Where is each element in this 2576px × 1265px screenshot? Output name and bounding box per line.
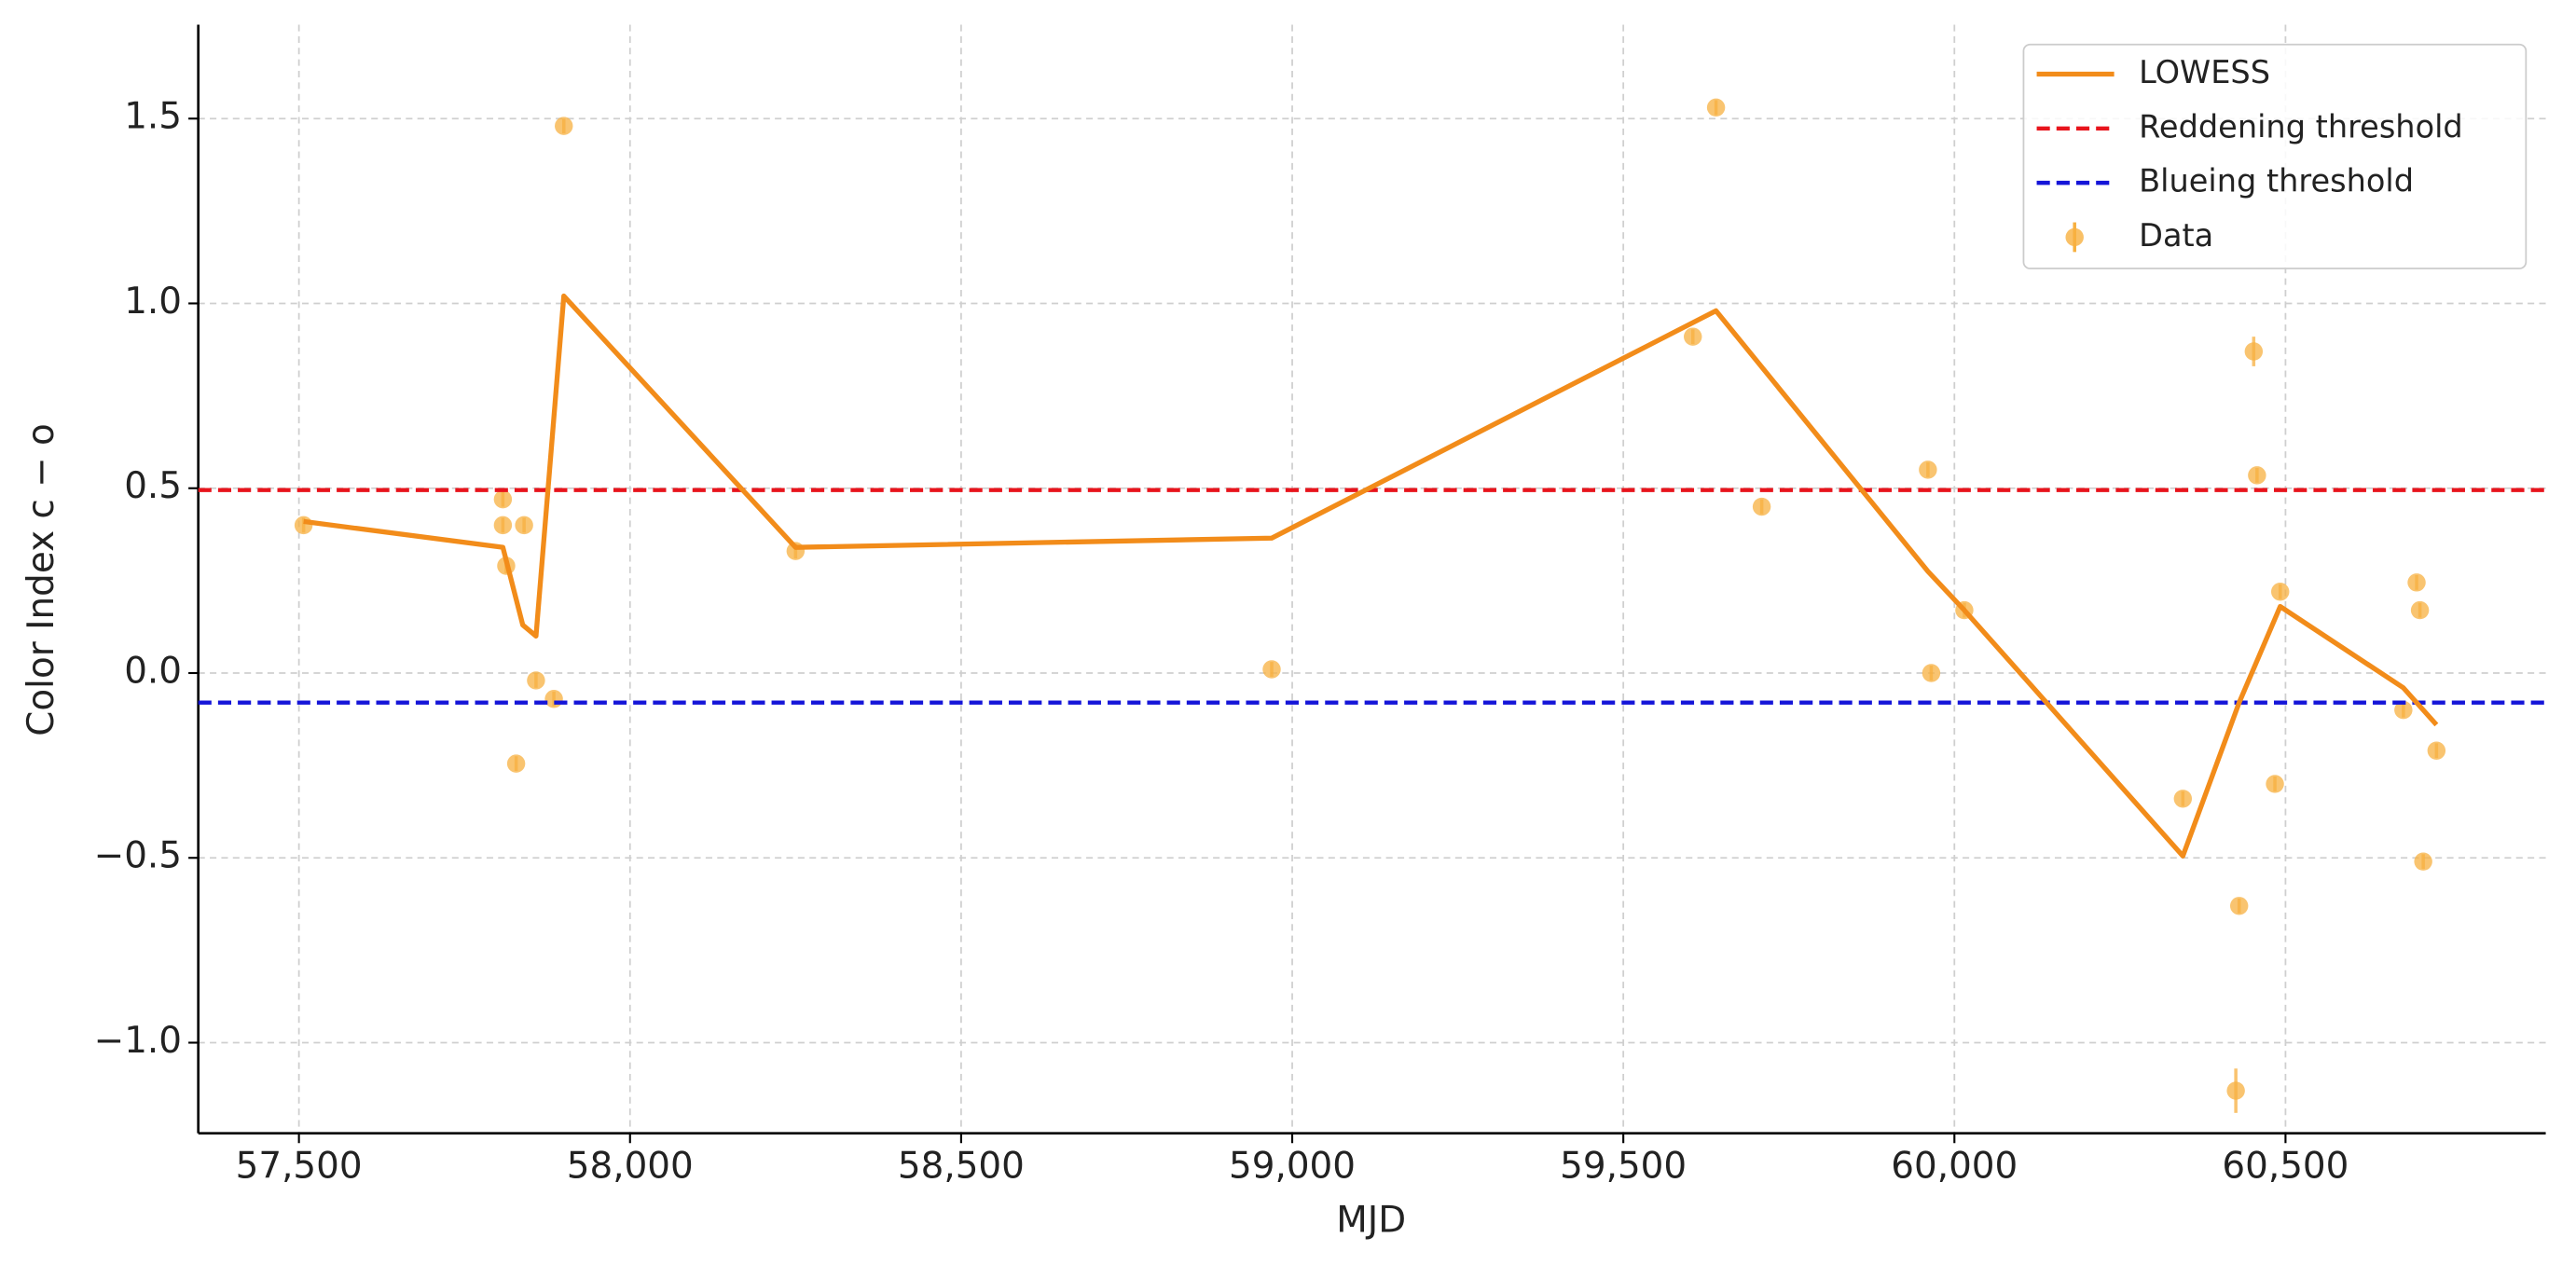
data-point	[2427, 741, 2446, 760]
x-axis-label: MJD	[1336, 1200, 1406, 1242]
y-tick-label: 0.0	[124, 650, 182, 692]
x-tick-label: 60,500	[2222, 1145, 2349, 1187]
data-point	[527, 671, 545, 690]
y-tick-label: 0.5	[124, 465, 182, 507]
x-tick-label: 58,000	[567, 1145, 694, 1187]
legend-label: LOWESS	[2139, 54, 2270, 90]
lowess-line	[303, 293, 2439, 859]
x-tick-label: 59,000	[1229, 1145, 1356, 1187]
data-point	[2414, 852, 2432, 871]
data-point	[515, 516, 533, 535]
data-point	[2173, 790, 2193, 808]
data-point	[1752, 497, 1771, 516]
y-axis-label: Color Index c − o	[21, 423, 62, 736]
data-point	[2271, 583, 2290, 601]
legend-label: Data	[2139, 217, 2213, 254]
data-point	[1919, 461, 1937, 479]
data-point	[2229, 897, 2249, 915]
x-tick-label: 60,000	[1891, 1145, 2018, 1187]
data-point	[294, 516, 313, 535]
legend-swatch	[2065, 227, 2084, 247]
data-point	[2248, 466, 2266, 485]
y-tick-label: 1.5	[124, 96, 182, 138]
y-tick-label: −1.0	[94, 1020, 182, 1062]
data-point	[2266, 775, 2284, 793]
x-tick-label: 57,500	[236, 1145, 363, 1187]
data-point	[1922, 664, 1941, 682]
data-point	[493, 516, 513, 535]
x-tick-label: 59,500	[1560, 1145, 1687, 1187]
legend-label: Reddening threshold	[2139, 108, 2463, 144]
data-point	[1706, 98, 1726, 117]
data-point	[2410, 600, 2430, 620]
y-tick-label: 1.0	[124, 281, 182, 323]
data-point	[555, 117, 573, 135]
data-point	[493, 489, 513, 509]
data-point	[1262, 660, 1281, 679]
data-point	[506, 754, 526, 773]
legend-box	[2022, 43, 2528, 269]
data-point	[2226, 1081, 2245, 1100]
data-point	[2407, 573, 2426, 592]
data-point	[2394, 700, 2413, 720]
x-tick-label: 58,500	[898, 1145, 1025, 1187]
y-tick-label: −0.5	[94, 835, 182, 877]
data-point	[2244, 342, 2264, 361]
data-point	[1684, 327, 1702, 346]
data-point	[544, 690, 563, 708]
legend-label: Blueing threshold	[2139, 163, 2414, 199]
